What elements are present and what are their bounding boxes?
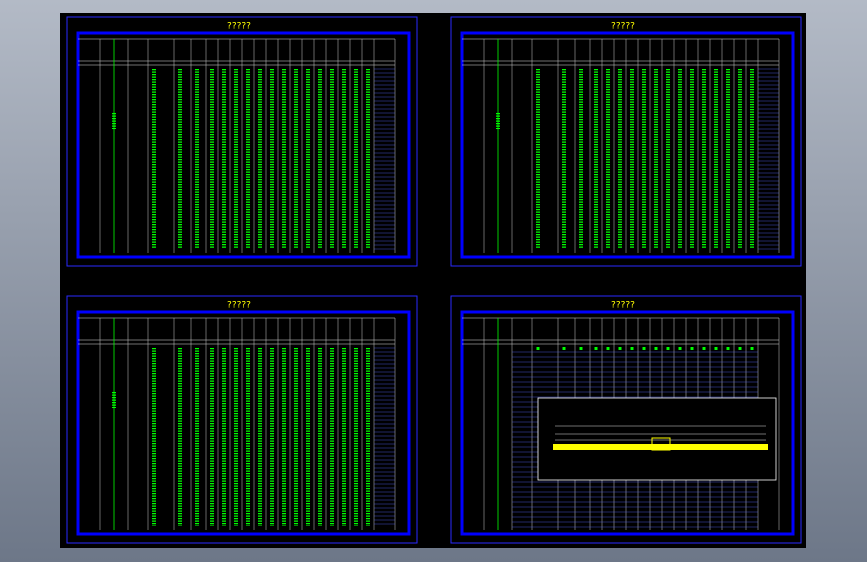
detail-frame xyxy=(537,397,777,481)
beam xyxy=(553,444,768,450)
sheet-border xyxy=(460,31,795,259)
sheet-frame xyxy=(66,295,418,544)
sheet-frame xyxy=(450,295,802,544)
sheet-border xyxy=(460,310,795,536)
sheet-frame xyxy=(66,16,418,267)
support xyxy=(651,437,671,451)
sheet-title: ????? xyxy=(227,22,251,32)
sheet-border xyxy=(76,310,411,536)
sheet-title: ????? xyxy=(611,301,635,311)
sheet-frame xyxy=(450,16,802,267)
sheet-border xyxy=(76,31,411,259)
sheet-title: ????? xyxy=(227,301,251,311)
sheet-title: ????? xyxy=(611,22,635,32)
